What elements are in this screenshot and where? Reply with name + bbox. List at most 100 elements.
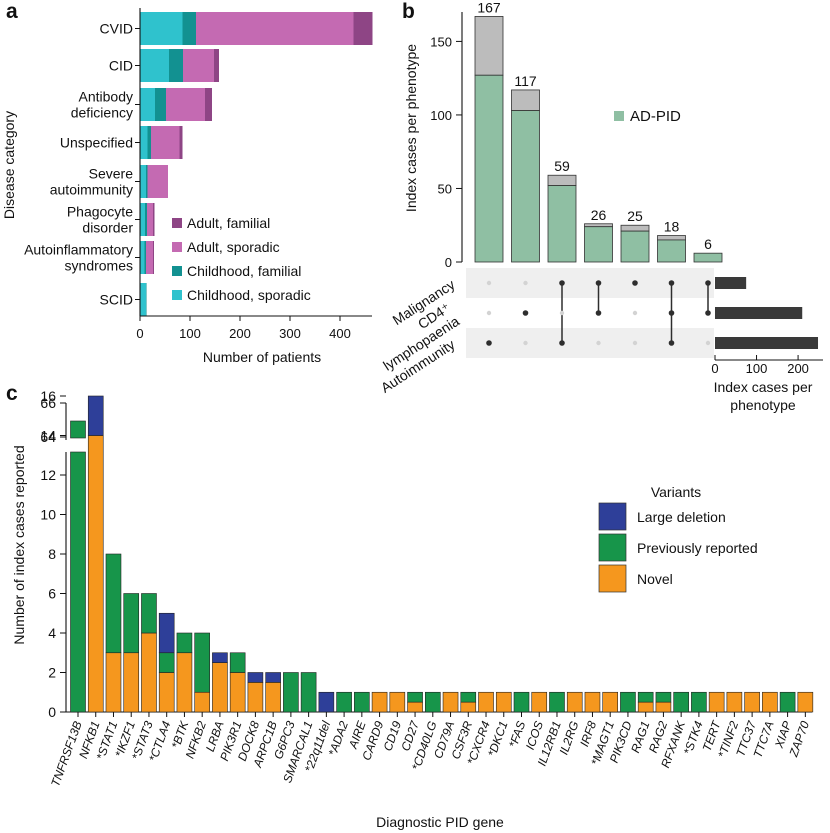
- bar-total-label-0: 167: [477, 0, 501, 15]
- bar-xiap-previously-reported: [779, 691, 796, 713]
- bar-other-4: [620, 224, 650, 232]
- bar-zap70-novel: [797, 691, 814, 713]
- panel-b-letter: b: [402, 0, 415, 23]
- category-label-antibody-deficiency: Antibody deficiency: [71, 89, 133, 121]
- y-tick-label: 8: [48, 546, 56, 562]
- matrix-dot-3-0: [595, 280, 602, 286]
- bar-cvid-adult-sporadic: [196, 12, 354, 45]
- bar-antibody-deficiency-adult-sporadic: [166, 88, 205, 121]
- y-tick-label: 12: [40, 467, 56, 483]
- bar-rfxank-previously-reported: [673, 691, 689, 713]
- legend-swatch-large-deletion: [598, 502, 627, 531]
- bar-cid-childhood-familial: [169, 49, 183, 82]
- matrix-dot-0-0: [486, 280, 492, 286]
- bar-dock8-large-deletion: [247, 672, 264, 683]
- bar-ad-pid-5: [657, 239, 686, 263]
- panel-a-chart: CVID CID Antibody deficiency Unspecified Seve…: [1, 8, 373, 365]
- y-tick-label: 0: [48, 704, 56, 720]
- bar-ad-pid-3: [584, 226, 613, 263]
- bar-ad-pid-0: [474, 74, 504, 263]
- legend-label-previously-reported: Previously reported: [637, 540, 758, 556]
- x-tick-label: 300: [279, 326, 301, 341]
- matrix-dot-6-0: [705, 280, 711, 286]
- legend-swatch-childhood-sporadic: [172, 290, 182, 300]
- set-size-axis-label-line: Index cases per: [714, 379, 813, 395]
- bar-unspecified-childhood-sporadic: [140, 126, 148, 159]
- panel-b-y-axis-label: Index cases per phenotype: [403, 44, 419, 212]
- bar-antibody-deficiency-childhood-familial: [155, 88, 166, 121]
- set-size-tick-label: 200: [787, 361, 809, 376]
- bar-22q11del-large-deletion: [318, 691, 335, 713]
- panel-c-legend: Variants Large deletion Previously reporte…: [598, 484, 758, 593]
- bar-ad-pid-2: [547, 185, 577, 263]
- matrix-dot-5-1: [668, 310, 675, 316]
- y-tick-label: 50: [438, 181, 452, 196]
- bar-antibody-deficiency-adult-familial: [205, 88, 212, 121]
- panel-c-gene-labels: TNFRSF13BNFKB1*STAT1*IKZF1*STAT3*CTLA4*B…: [48, 712, 812, 789]
- x-tick-label: 0: [136, 326, 143, 341]
- bar-ad-pid-1: [511, 110, 540, 263]
- set-size-axis-label-line: phenotype: [730, 397, 796, 413]
- x-tick-label: 100: [179, 326, 201, 341]
- bar-phagocyte-disorder-adult-familial: [153, 203, 155, 236]
- bar-lrba-novel: [212, 662, 228, 713]
- bar-cd19-novel: [389, 691, 406, 713]
- bar-nfkb2-previously-reported: [194, 632, 210, 693]
- y-tick-label: 2: [48, 665, 56, 681]
- bar-ad-pid-6: [693, 252, 723, 263]
- category-label-cvid: CVID: [100, 21, 133, 37]
- legend-swatch-adult-familial: [172, 218, 182, 228]
- legend-label-large-deletion: Large deletion: [637, 509, 726, 525]
- bar-fas-previously-reported: [513, 691, 530, 713]
- bar-antibody-deficiency-childhood-sporadic: [140, 88, 155, 121]
- set-size-tick-label: 0: [711, 361, 718, 376]
- bar-smarcal1-previously-reported: [300, 672, 317, 713]
- bar-total-label-3: 26: [591, 207, 607, 223]
- bar-btk-previously-reported: [176, 632, 193, 654]
- bar-cvid-childhood-familial: [182, 12, 196, 45]
- y-tick-label-upper: 66: [40, 395, 56, 411]
- bar-pik3r1-previously-reported: [229, 652, 246, 673]
- legend-label-adult-sporadic: Adult, sporadic: [187, 239, 280, 255]
- bar-ctla4-novel: [158, 672, 175, 713]
- y-tick-label-upper: 64: [40, 429, 56, 445]
- category-label-unspecified: Unspecified: [60, 135, 133, 151]
- y-tick-label: 14: [40, 428, 56, 444]
- bar-total-label-1: 117: [514, 73, 537, 89]
- matrix-dot-6-1: [705, 310, 711, 316]
- bar-severe-autoimmunity-childhood-familial: [146, 165, 148, 198]
- matrix-dot-4-1: [632, 310, 638, 316]
- bar-ttc37-novel: [744, 691, 760, 713]
- x-tick-label: 400: [329, 326, 351, 341]
- panel-a-x-ticks: 0 100 200 300 400: [136, 316, 351, 341]
- bar-stat3-novel: [141, 632, 157, 713]
- bar-other-1: [511, 89, 540, 111]
- bar-other-5: [657, 235, 686, 241]
- matrix-dot-1-0: [523, 280, 528, 286]
- matrix-dot-5-2: [668, 340, 675, 346]
- bar-aire-previously-reported: [354, 691, 370, 713]
- bar-nfkb1-large-deletion: [87, 395, 104, 436]
- category-label-autoinflammatory-syndromes: Autoinflammatory syndromes: [24, 242, 133, 274]
- bar-cd27-novel: [407, 701, 423, 713]
- bar-total-label-2: 59: [554, 158, 570, 174]
- bar-other-0: [474, 16, 504, 76]
- panel-a-x-axis-label: Number of patients: [203, 349, 321, 365]
- bar-cvid-adult-familial: [353, 12, 373, 45]
- bar-unspecified-childhood-familial: [147, 126, 151, 159]
- panel-a-letter: a: [6, 0, 18, 23]
- bar-total-label-6: 6: [704, 236, 712, 252]
- y-tick-label: 4: [48, 625, 56, 641]
- bar-tert-novel: [708, 691, 725, 713]
- bar-rag1-previously-reported: [637, 691, 654, 703]
- bar-stat1-previously-reported: [105, 553, 122, 654]
- bar-phagocyte-disorder-childhood-familial: [145, 203, 147, 236]
- set-size-bar-autoimmunity: [715, 337, 819, 349]
- bar-irf8-novel: [584, 691, 601, 713]
- bar-rag1-novel: [637, 701, 654, 713]
- bar-unspecified-adult-sporadic: [151, 126, 180, 159]
- bar-g6pc3-previously-reported: [283, 672, 299, 713]
- bar-pik3cd-previously-reported: [620, 691, 636, 713]
- bar-cd27-previously-reported: [407, 691, 423, 703]
